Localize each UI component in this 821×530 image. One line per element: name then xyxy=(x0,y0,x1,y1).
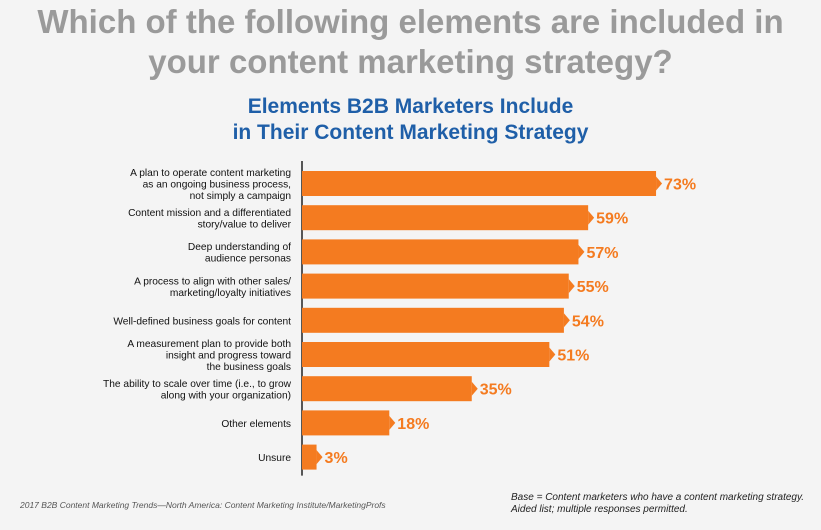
bar-value-label: 51% xyxy=(557,348,589,365)
bar-arrow xyxy=(549,347,556,362)
category-label: The ability to scale over time (i.e., to… xyxy=(103,379,292,402)
question-line-1: Which of the following elements are incl… xyxy=(37,3,784,40)
base-footnote: Base = Content marketers who have a cont… xyxy=(511,492,816,516)
source-footnote: 2017 B2B Content Marketing Trends—North … xyxy=(20,500,386,510)
bar xyxy=(302,171,657,196)
category-label: A plan to operate content marketing as an… xyxy=(130,168,291,202)
bar xyxy=(302,307,564,333)
question-heading: Which of the following elements are incl… xyxy=(0,2,821,82)
bar-arrow xyxy=(316,450,323,465)
bar-value-label: 73% xyxy=(664,177,696,194)
base-footnote-line-1: Base = Content marketers who have a cont… xyxy=(511,492,805,503)
category-label: A measurement plan to provide both insigh… xyxy=(127,339,291,373)
bar-arrow xyxy=(578,244,585,259)
bar xyxy=(302,410,390,436)
bar-value-label: 55% xyxy=(577,279,609,296)
bar-value-label: 18% xyxy=(397,416,429,433)
category-label: Deep understanding of audience personas xyxy=(188,242,291,265)
chart-title-line-2: in Their Content Marketing Strategy xyxy=(232,121,589,144)
bar xyxy=(302,444,317,470)
bar xyxy=(302,273,569,299)
bar-arrow xyxy=(389,415,396,430)
bar-arrow xyxy=(563,313,570,328)
category-label: Other elements xyxy=(221,419,291,430)
chart-title-line-1: Elements B2B Marketers Include xyxy=(247,95,574,118)
category-label: Well-defined business goals for content xyxy=(113,316,291,327)
base-footnote-line-2: Aided list; multiple responses permitted… xyxy=(511,504,688,515)
category-label: A process to align with other sales/mark… xyxy=(134,276,291,299)
bar xyxy=(302,342,550,367)
bar-value-label: 35% xyxy=(480,382,512,399)
bar xyxy=(302,205,589,231)
question-line-2: your content marketing strategy? xyxy=(148,43,673,80)
bar-arrow xyxy=(656,176,663,191)
category-label: Content mission and a differentiated stor… xyxy=(128,208,292,231)
bar xyxy=(302,376,472,402)
bar-arrow xyxy=(568,279,575,294)
category-label: Unsure xyxy=(258,453,291,464)
bar-value-label: 3% xyxy=(325,450,348,467)
bar-arrow xyxy=(588,210,595,225)
bar xyxy=(302,239,579,265)
bar-value-label: 54% xyxy=(572,313,604,330)
chart-title: Elements B2B Marketers Include in Their … xyxy=(0,94,821,146)
bar-value-label: 57% xyxy=(586,245,618,262)
bar-value-label: 59% xyxy=(596,211,628,228)
bar-arrow xyxy=(471,381,478,396)
